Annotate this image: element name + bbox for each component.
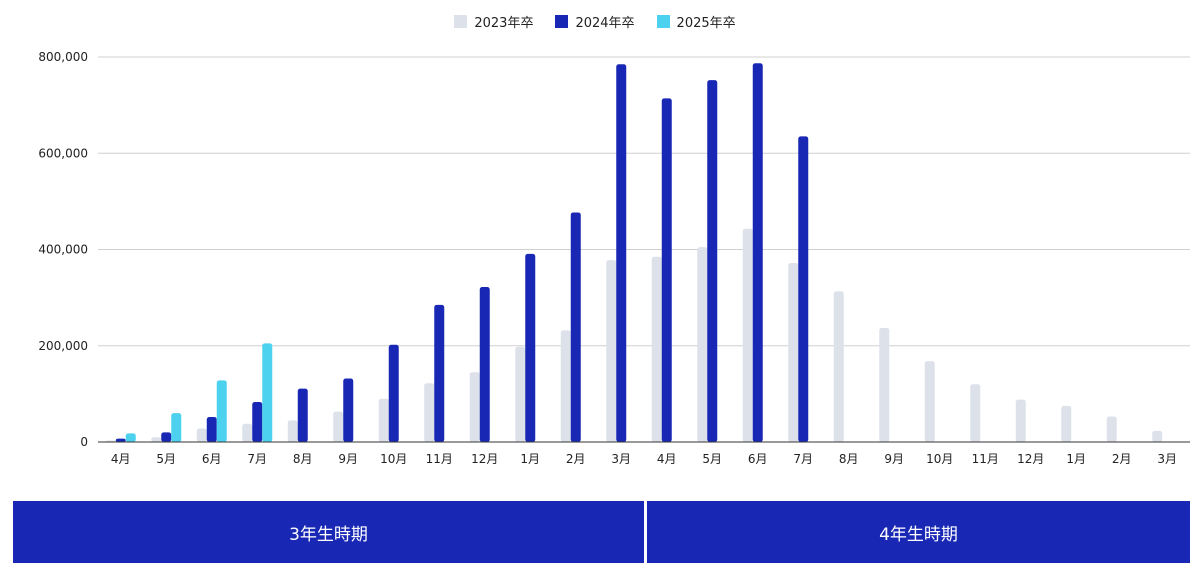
bar-2023年卒-20 [970, 384, 981, 442]
x-tick-label-16: 7月 [793, 452, 813, 466]
bar-2024年卒-10 [525, 253, 536, 442]
bar-2024年卒-6 [343, 378, 354, 442]
bar-2023年卒-9 [469, 372, 480, 442]
bar-2024年卒-15 [752, 63, 763, 442]
bar-2023年卒-24 [1152, 430, 1163, 442]
bar-2025年卒-3 [216, 380, 227, 442]
x-tick-label-9: 12月 [471, 452, 498, 466]
bar-2024年卒-14 [707, 80, 718, 442]
x-tick-label-2: 5月 [156, 452, 176, 466]
period-fourth-year: 4年生時期 [647, 501, 1190, 563]
bar-2024年卒-13 [661, 98, 672, 442]
bar-2024年卒-9 [479, 287, 490, 442]
legend-label-2025: 2025年卒 [676, 16, 736, 31]
legend-swatch-2024 [555, 15, 569, 28]
x-tick-label-15: 6月 [748, 452, 768, 466]
x-tick-label-6: 9月 [338, 452, 358, 466]
bar-2024年卒-3 [206, 416, 217, 442]
y-tick-label-3: 600,000 [38, 146, 88, 160]
legend-label-2024: 2024年卒 [575, 16, 635, 31]
x-tick-label-21: 12月 [1017, 452, 1044, 466]
bar-2024年卒-4 [252, 402, 263, 442]
x-tick-label-23: 2月 [1112, 452, 1132, 466]
y-tick-label-2: 400,000 [38, 243, 88, 257]
bar-2023年卒-22 [1061, 405, 1072, 442]
x-tick-label-3: 6月 [202, 452, 222, 466]
bar-2024年卒-7 [388, 344, 399, 442]
legend: 2023年卒 2024年卒 2025年卒 [0, 12, 1190, 31]
x-tick-label-18: 9月 [884, 452, 904, 466]
x-tick-label-11: 2月 [566, 452, 586, 466]
bar-2024年卒-5 [297, 388, 308, 442]
bar-2024年卒-8 [434, 304, 445, 442]
bar-2025年卒-4 [262, 343, 273, 442]
bar-2023年卒-18 [879, 327, 890, 442]
x-tick-label-7: 10月 [380, 452, 407, 466]
y-tick-label-4: 800,000 [38, 50, 88, 64]
x-tick-label-8: 11月 [426, 452, 453, 466]
x-tick-label-14: 5月 [702, 452, 722, 466]
bar-2023年卒-16 [788, 262, 799, 442]
bar-2023年卒-14 [697, 247, 708, 442]
bar-2025年卒-2 [171, 413, 182, 442]
bar-2024年卒-16 [798, 136, 809, 442]
bar-2023年卒-17 [833, 291, 844, 442]
period-third-year: 3年生時期 [13, 501, 644, 563]
x-tick-label-22: 1月 [1066, 452, 1086, 466]
x-tick-label-17: 8月 [839, 452, 859, 466]
x-tick-label-24: 3月 [1157, 452, 1177, 466]
y-tick-label-1: 200,000 [38, 339, 88, 353]
bar-2023年卒-8 [424, 383, 435, 442]
bar-2023年卒-3 [196, 428, 207, 442]
legend-item-2023: 2023年卒 [454, 12, 533, 31]
bar-2023年卒-11 [560, 330, 571, 442]
bar-2023年卒-5 [287, 420, 298, 442]
x-tick-label-4: 7月 [247, 452, 267, 466]
bar-2023年卒-23 [1106, 416, 1117, 442]
bar-2024年卒-11 [570, 212, 581, 442]
x-tick-label-19: 10月 [926, 452, 953, 466]
bar-2023年卒-7 [378, 398, 389, 442]
x-tick-label-12: 3月 [611, 452, 631, 466]
x-tick-label-5: 8月 [293, 452, 313, 466]
bar-2025年卒-1 [125, 433, 136, 442]
x-tick-label-1: 4月 [111, 452, 131, 466]
x-tick-label-13: 4月 [657, 452, 677, 466]
x-tick-label-20: 11月 [972, 452, 999, 466]
legend-item-2024: 2024年卒 [555, 12, 635, 31]
bar-2023年卒-4 [242, 423, 253, 442]
bar-2023年卒-15 [742, 228, 753, 442]
bar-2023年卒-6 [333, 411, 344, 442]
bar-2024年卒-2 [161, 432, 172, 442]
bar-2023年卒-19 [924, 361, 935, 442]
bar-2024年卒-12 [616, 64, 627, 442]
bar-chart: 0 200,000 400,000 600,000 800,000 4月 5月 6月 7月 8月 9… [38, 50, 1190, 466]
bar-2023年卒-12 [606, 260, 617, 442]
x-tick-label-10: 1月 [520, 452, 540, 466]
legend-item-2025: 2025年卒 [656, 12, 736, 31]
legend-swatch-2023 [454, 15, 468, 28]
y-tick-label-0: 0 [80, 435, 88, 449]
bar-2023年卒-13 [651, 256, 662, 442]
bar-2023年卒-10 [515, 346, 526, 442]
bar-2024年卒-1 [115, 438, 126, 442]
bar-2023年卒-21 [1015, 399, 1026, 442]
legend-swatch-2025 [656, 15, 670, 28]
legend-label-2023: 2023年卒 [474, 16, 534, 31]
bar-2023年卒-2 [151, 437, 162, 442]
